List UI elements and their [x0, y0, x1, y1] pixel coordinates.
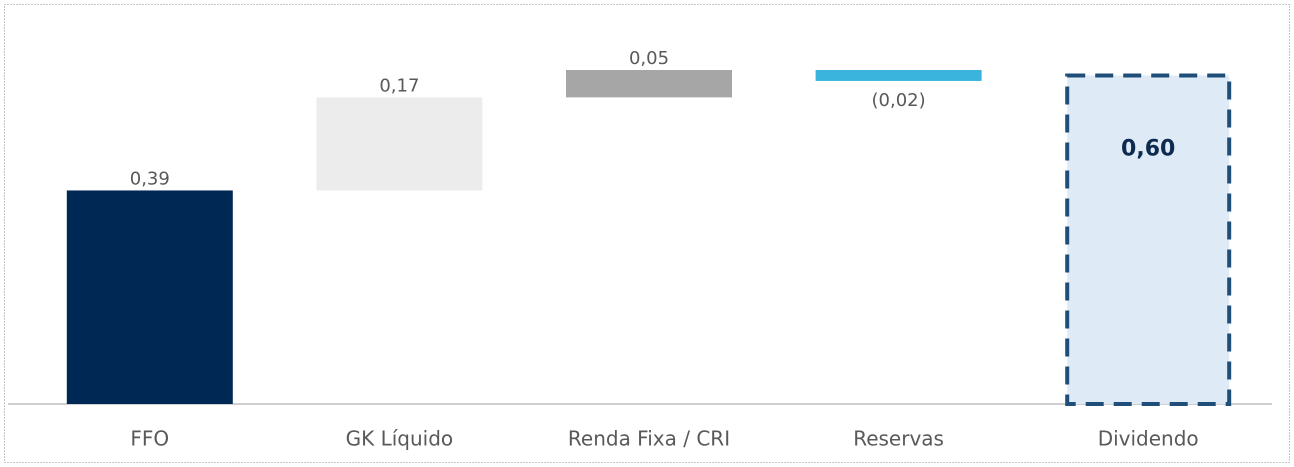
- chart-border: [4, 4, 1290, 463]
- x-tick-label: Renda Fixa / CRI: [568, 427, 730, 451]
- x-tick-label: FFO: [130, 427, 169, 451]
- value-label: (0,02): [872, 90, 926, 111]
- bar: [566, 70, 732, 98]
- value-label: 0,60: [1121, 136, 1175, 161]
- total-bar: [1065, 73, 1232, 407]
- bar: [66, 190, 233, 404]
- x-tick-label: Dividendo: [1098, 427, 1199, 451]
- value-label: 0,05: [629, 48, 669, 69]
- bar: [316, 97, 483, 191]
- x-tick-label: GK Líquido: [346, 427, 454, 451]
- bar: [815, 70, 982, 81]
- value-label: 0,17: [379, 75, 419, 96]
- value-label: 0,39: [130, 168, 170, 189]
- x-tick-label: Reservas: [853, 427, 944, 451]
